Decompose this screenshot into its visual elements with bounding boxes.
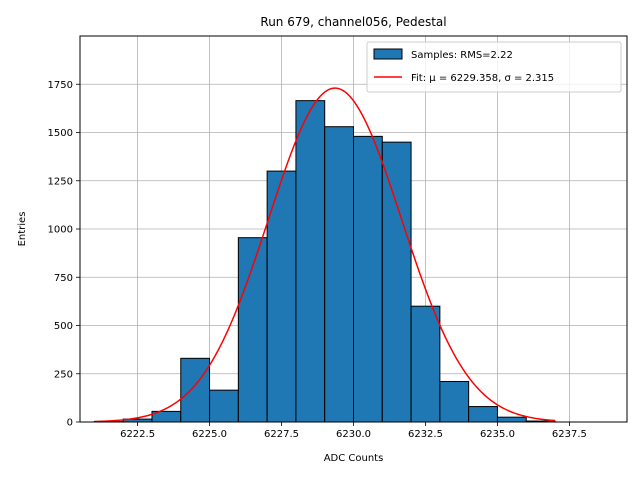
y-axis: 0 250 500 750 1000 1250 1500 1750 — [48, 80, 80, 429]
histogram-bar — [496, 416, 527, 423]
histogram-bar — [266, 170, 297, 423]
x-tick-label: 6235.0 — [480, 429, 515, 440]
histogram-bar — [324, 126, 355, 423]
x-axis: 6222.5 6225.0 6227.5 6230.0 6232.5 6235.0 6237… — [120, 422, 587, 440]
histogram-bar — [353, 135, 383, 423]
histogram-bar — [410, 305, 441, 423]
x-tick-label: 6232.5 — [408, 429, 443, 440]
y-tick-label: 1250 — [48, 176, 73, 187]
y-tick-label: 500 — [54, 321, 73, 332]
legend-label-samples: Samples: RMS=2.22 — [411, 50, 513, 61]
x-tick-label: 6222.5 — [120, 429, 155, 440]
histogram-bar — [180, 357, 211, 423]
y-tick-label: 750 — [54, 273, 73, 284]
chart-title: Run 679, channel056, Pedestal — [260, 15, 446, 29]
legend: Samples: RMS=2.22 Fit: μ = 6229.358, σ =… — [366, 41, 622, 93]
histogram-bar — [468, 406, 498, 423]
legend-swatch-samples — [373, 48, 403, 60]
x-tick-label: 6230.0 — [336, 429, 371, 440]
fit-curve — [94, 87, 556, 423]
y-tick-label: 1000 — [48, 225, 73, 236]
x-axis-label: ADC Counts — [324, 453, 384, 464]
fit-curve-group — [94, 87, 556, 423]
histogram-bar — [295, 100, 326, 423]
y-tick-label: 1750 — [48, 80, 73, 91]
y-tick-label: 0 — [67, 418, 73, 429]
y-tick-label: 250 — [54, 369, 73, 380]
y-axis-label: Entries — [17, 212, 28, 247]
x-tick-label: 6237.5 — [552, 429, 587, 440]
y-tick-label: 1500 — [48, 128, 73, 139]
x-tick-label: 6225.0 — [192, 429, 227, 440]
histogram-bar — [439, 380, 470, 423]
legend-label-fit: Fit: μ = 6229.358, σ = 2.315 — [411, 73, 554, 84]
x-tick-label: 6227.5 — [264, 429, 299, 440]
legend-box — [366, 41, 622, 93]
histogram-bar — [381, 141, 412, 423]
histogram-bar — [209, 389, 239, 423]
histogram-bars — [93, 100, 556, 423]
